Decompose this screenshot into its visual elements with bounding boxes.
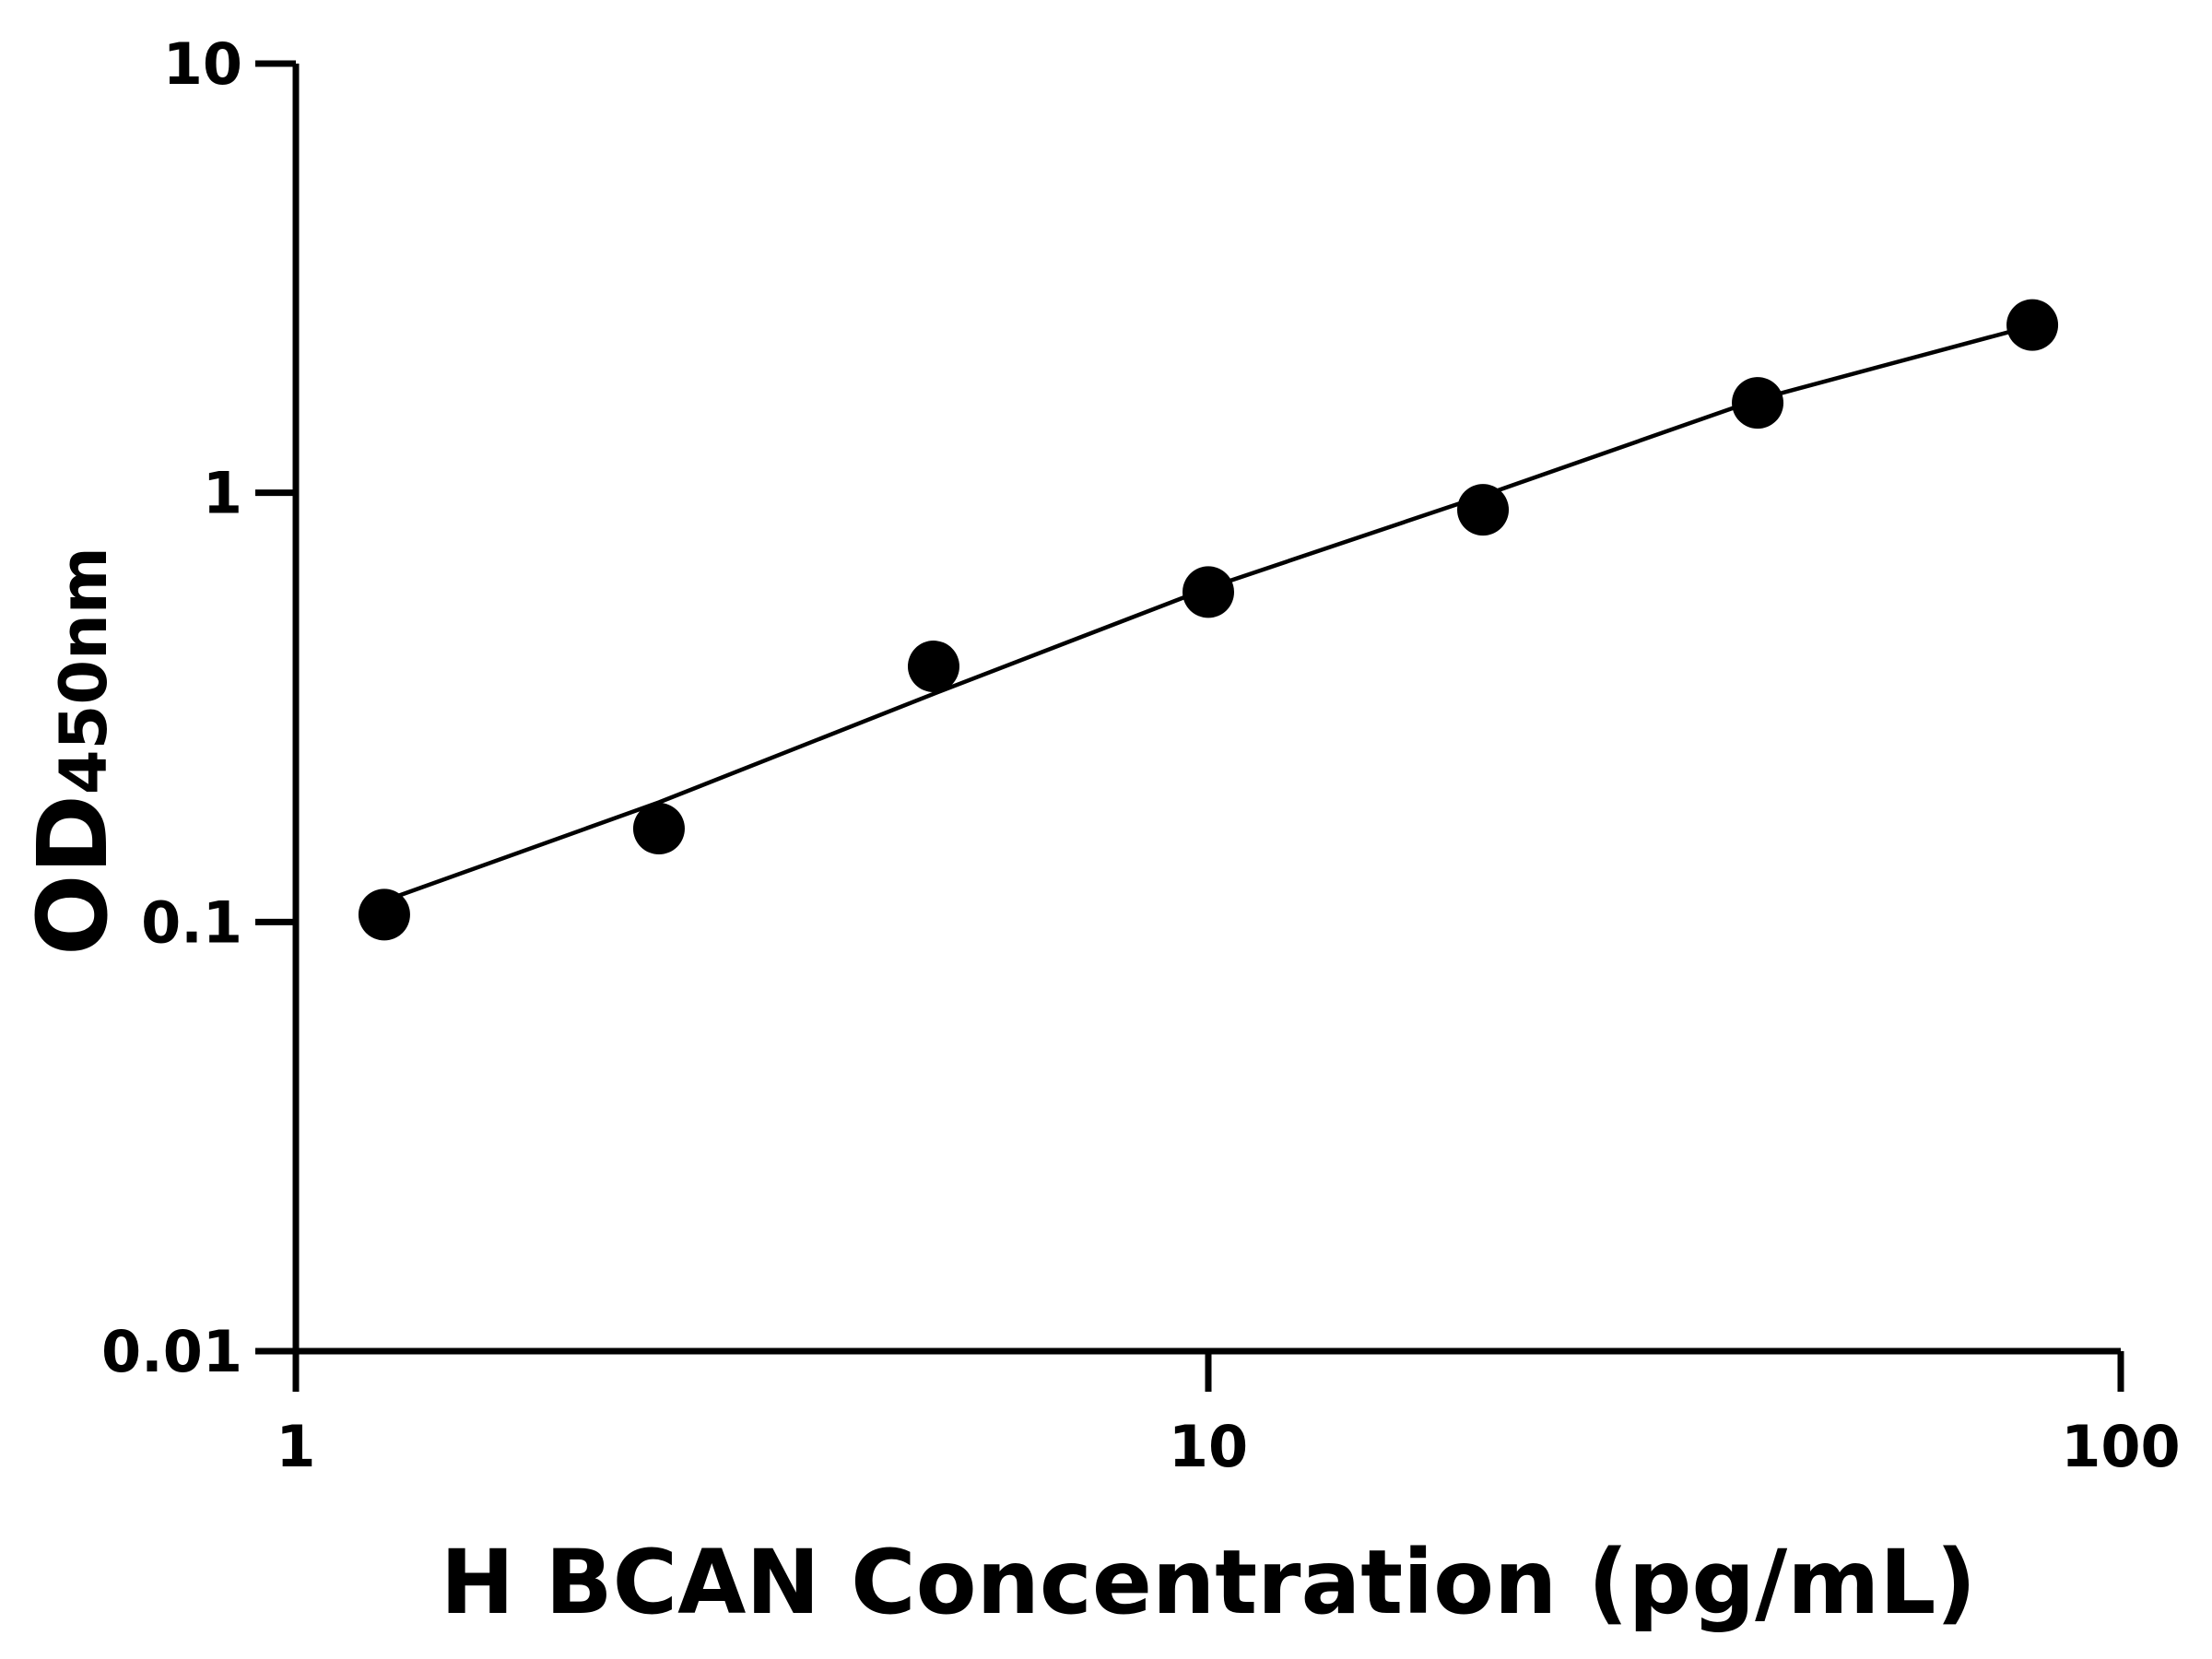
x-tick-label: 1 bbox=[276, 1413, 315, 1480]
tick-labels: 1 10 100 0.01 0.1 1 10 bbox=[101, 30, 2181, 1480]
x-axis-label: H BCAN Concentration (pg/mL) bbox=[441, 1531, 1977, 1634]
y-axis-label-subscript: 450nm bbox=[46, 547, 122, 794]
data-point bbox=[358, 888, 410, 941]
data-point bbox=[1457, 484, 1510, 536]
x-tick-label: 100 bbox=[2061, 1413, 2180, 1480]
data-point bbox=[907, 641, 959, 693]
y-axis-label-main: OD bbox=[17, 794, 129, 956]
y-tick-label: 0.1 bbox=[141, 888, 242, 956]
data-point bbox=[1182, 566, 1234, 618]
y-tick-label: 10 bbox=[163, 30, 242, 98]
data-points bbox=[358, 299, 2059, 941]
data-point bbox=[632, 803, 685, 855]
y-tick-label: 1 bbox=[203, 460, 242, 527]
y-tick-label: 0.01 bbox=[101, 1318, 242, 1385]
data-point bbox=[2006, 299, 2059, 351]
x-tick-label: 10 bbox=[1169, 1413, 1248, 1480]
data-point bbox=[1732, 377, 1784, 429]
y-axis-label: OD450nm bbox=[17, 547, 129, 956]
axes bbox=[255, 60, 2124, 1392]
